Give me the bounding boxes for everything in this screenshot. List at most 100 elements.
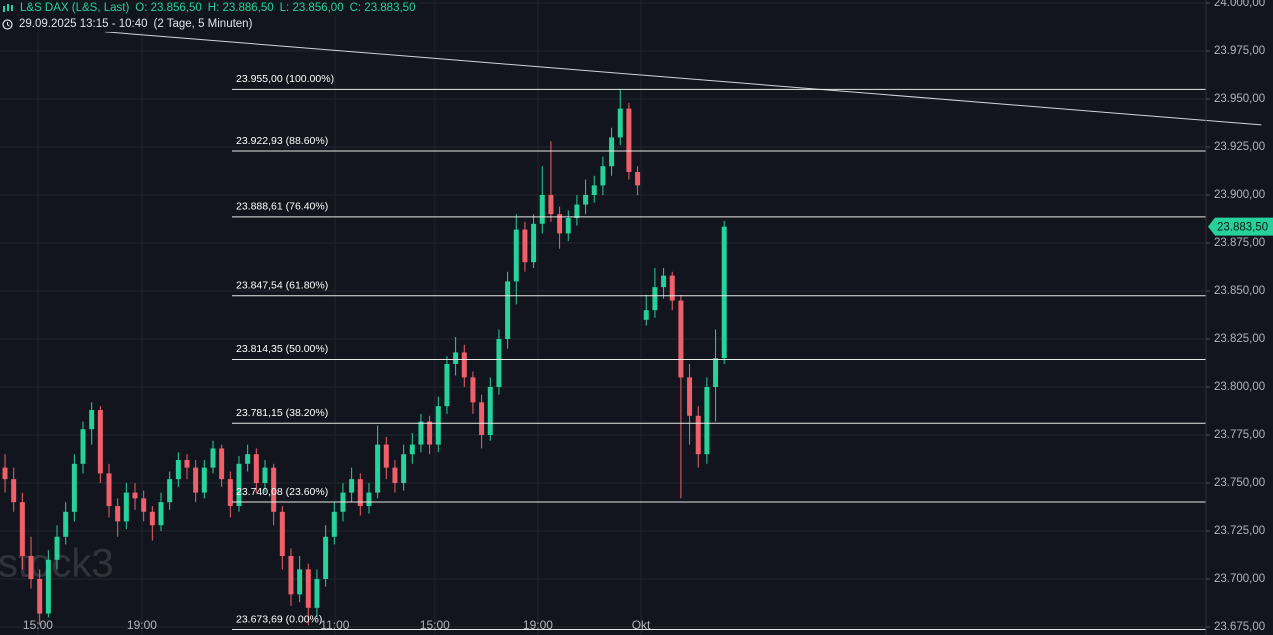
candle-body xyxy=(392,467,398,483)
candle-body xyxy=(435,406,441,445)
candle-body xyxy=(470,377,476,403)
candle-body xyxy=(366,492,372,507)
candle-body xyxy=(461,352,467,378)
candle-body xyxy=(383,444,389,468)
candle-body xyxy=(45,559,51,614)
candle-body xyxy=(574,204,580,219)
candle-body xyxy=(210,448,216,468)
candle-body xyxy=(401,454,407,483)
candle-body xyxy=(219,448,225,480)
candle-body xyxy=(323,536,329,579)
fib-label: 23.888,61 (76.40%) xyxy=(236,201,328,213)
candle-body xyxy=(704,387,710,455)
candle-body xyxy=(643,310,649,320)
x-tick-label: 19:00 xyxy=(127,618,157,632)
candle-body xyxy=(539,195,545,224)
fib-label: 23.955,00 (100.00%) xyxy=(236,73,334,85)
candle-body xyxy=(149,511,155,526)
candle-body xyxy=(262,467,268,483)
fib-label: 23.673,69 (0.00%) xyxy=(236,613,322,625)
candle-body xyxy=(617,108,623,138)
candle-body xyxy=(652,287,658,311)
fib-label: 23.781,15 (38.20%) xyxy=(236,407,328,419)
date-range: 29.09.2025 13:15 - 10:40 xyxy=(19,18,148,30)
candle-body xyxy=(557,214,563,234)
y-tick-label: 23.950,00 xyxy=(1214,93,1265,105)
y-tick-label: 23.700,00 xyxy=(1214,573,1265,585)
y-tick-label: 23.675,00 xyxy=(1214,621,1265,633)
candle-body xyxy=(167,479,173,503)
candle-body xyxy=(357,479,363,507)
candle-body xyxy=(28,555,34,579)
candle-body xyxy=(505,281,511,339)
candle-body xyxy=(522,229,528,263)
candle-body xyxy=(444,363,450,407)
y-tick-label: 23.975,00 xyxy=(1214,45,1265,57)
fib-label: 23.847,54 (61.80%) xyxy=(236,280,328,292)
y-tick-label: 23.800,00 xyxy=(1214,381,1265,393)
candle-body xyxy=(427,421,433,445)
candle-body xyxy=(487,387,493,435)
y-tick-label: 23.900,00 xyxy=(1214,189,1265,201)
candle-body xyxy=(513,229,519,282)
legend-range: 29.09.2025 13:15 - 10:40 (2 Tage, 5 Minu… xyxy=(0,16,257,32)
candle-body xyxy=(37,579,43,614)
clock-icon xyxy=(2,18,13,30)
candle-body xyxy=(496,339,502,387)
fib-label: 23.922,93 (88.60%) xyxy=(236,135,328,147)
candle-body xyxy=(227,479,233,507)
candle-body xyxy=(479,402,485,435)
x-tick-label: 15:00 xyxy=(420,618,450,632)
symbol-icon xyxy=(3,4,13,12)
candle-body xyxy=(54,536,60,560)
candle-body xyxy=(678,300,684,378)
ohlc-value: O: 23.856,50 xyxy=(135,2,202,14)
candle-body xyxy=(80,429,86,464)
candle-body xyxy=(583,195,589,205)
candle-body xyxy=(271,467,277,512)
candle-body xyxy=(609,137,615,167)
candle-body xyxy=(123,492,129,522)
candle-body xyxy=(97,410,103,474)
candle-body xyxy=(19,502,25,556)
candle-body xyxy=(158,502,164,526)
candle-body xyxy=(695,415,701,455)
y-tick-label: 23.750,00 xyxy=(1214,477,1265,489)
fib-label: 23.814,35 (50.00%) xyxy=(236,343,328,355)
candle-body xyxy=(106,473,112,507)
candle-body xyxy=(687,377,693,416)
candle-body xyxy=(565,218,571,234)
candle-body xyxy=(193,467,199,493)
candle-body xyxy=(175,459,181,480)
trend-line xyxy=(104,31,1262,126)
candle-body xyxy=(2,467,8,480)
candle-body xyxy=(453,352,459,364)
candle-body xyxy=(418,421,424,445)
candle-body xyxy=(297,569,303,595)
candle-body xyxy=(314,579,320,608)
candle-body xyxy=(288,555,294,595)
candle-body xyxy=(89,410,95,430)
candle-body xyxy=(591,185,597,195)
candle-body xyxy=(548,195,554,215)
candle-body xyxy=(245,454,251,464)
y-tick-label: 23.925,00 xyxy=(1214,141,1265,153)
candle-body xyxy=(349,479,355,493)
candle-body xyxy=(253,454,259,483)
candle-body xyxy=(409,444,415,455)
candle-body xyxy=(721,226,727,359)
candle-body xyxy=(600,166,606,186)
y-tick-label: 23.875,00 xyxy=(1214,237,1265,249)
candle-body xyxy=(184,459,190,468)
ohlc-value: C: 23.883,50 xyxy=(349,2,416,14)
x-tick-label: Okt xyxy=(632,618,651,632)
y-tick-label: 24.000,00 xyxy=(1214,0,1265,9)
price-tag xyxy=(1208,217,1273,236)
candle-body xyxy=(236,463,242,507)
x-tick-label: 11:00 xyxy=(320,618,349,632)
candle-body xyxy=(71,463,77,512)
x-tick-label: 19:00 xyxy=(523,618,553,632)
